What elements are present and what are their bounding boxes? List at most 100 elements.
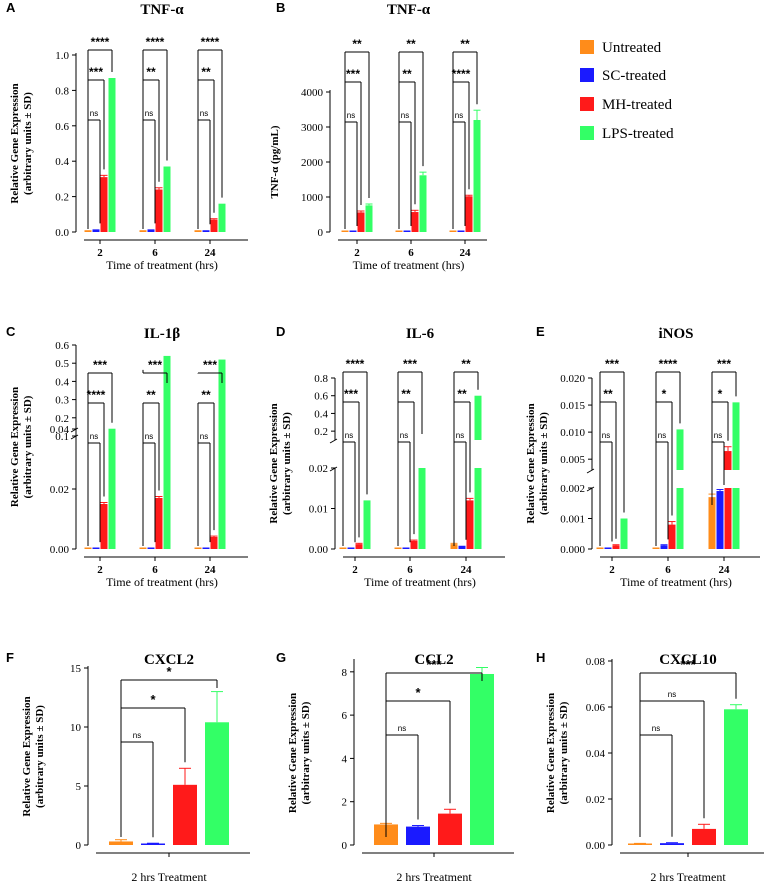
x-tick-label: 24 xyxy=(205,564,217,576)
y-tick-label: 1000 xyxy=(301,192,324,204)
axis-break xyxy=(70,434,79,440)
x-tick-label: 24 xyxy=(461,564,473,576)
bar xyxy=(210,537,218,549)
y-tick-label: 0.015 xyxy=(560,400,585,412)
x-tick-label: 2 xyxy=(609,564,615,576)
sig-label: ns xyxy=(652,724,660,733)
y-tick-label: 4 xyxy=(342,753,348,765)
panel-g: G CCL2 Relative Gene Expression (arbitrary … xyxy=(276,650,514,884)
y-tick-label: 15 xyxy=(70,663,82,675)
sig-label: ns xyxy=(200,432,208,441)
sig-label: *** xyxy=(93,358,107,372)
y-tick-label: 0.6 xyxy=(314,391,328,403)
axis-break xyxy=(329,438,338,444)
y-tick-label: 0.000 xyxy=(560,544,585,556)
bar xyxy=(403,230,411,232)
bar xyxy=(604,547,612,549)
axis-break xyxy=(70,427,79,433)
sig-label: ns xyxy=(714,431,722,440)
y-tick-label: 0.01 xyxy=(309,504,328,516)
sig-label: ns xyxy=(668,690,676,699)
y-tick-label: 10 xyxy=(70,722,82,734)
bar xyxy=(363,500,371,549)
y-axis-label: TNF-α (pg/mL) xyxy=(269,125,281,198)
x-axis-label: 2 hrs Treatment xyxy=(396,870,472,884)
y-tick-label: 6 xyxy=(342,710,348,722)
y-axis-label: (arbitrary units ± SD) xyxy=(538,412,550,515)
y-tick-label: 0.2 xyxy=(314,426,328,438)
y-tick-label: 0.5 xyxy=(55,358,69,370)
bar xyxy=(724,488,732,549)
bar xyxy=(628,843,652,845)
x-tick-label: 2 xyxy=(97,247,103,259)
sig-label: *** xyxy=(403,357,417,371)
sig-label: ** xyxy=(402,67,412,81)
y-tick-label: 1.0 xyxy=(55,50,69,62)
bar xyxy=(210,219,218,232)
bar xyxy=(347,547,355,549)
sig-label: **** xyxy=(91,35,110,49)
sig-label: ns xyxy=(456,431,464,440)
bar xyxy=(341,230,349,232)
bar xyxy=(473,120,481,232)
bar xyxy=(474,395,482,440)
y-tick-label: 0.4 xyxy=(55,156,69,168)
sig-label: ns xyxy=(200,109,208,118)
x-tick-label: 24 xyxy=(460,247,472,259)
chart-title: IL-1β xyxy=(144,326,180,342)
y-tick-label: 0.4 xyxy=(314,408,328,420)
bar xyxy=(155,498,163,549)
bar xyxy=(202,547,210,549)
y-tick-label: 0.08 xyxy=(586,656,606,668)
bar xyxy=(465,196,473,232)
panel-label: C xyxy=(6,324,16,339)
bar xyxy=(394,547,402,549)
bar xyxy=(92,547,100,549)
bar xyxy=(406,826,430,845)
y-axis-label: Relative Gene Expression xyxy=(9,83,21,203)
legend: Untreated SC-treated MH-treated LPS-treated xyxy=(580,40,674,142)
sig-label: *** xyxy=(605,357,619,371)
panel-b: B TNF-α TNF-α (pg/mL) 0 1000 2000 3000 4000 2 6 24… xyxy=(269,0,487,272)
y-tick-label: 0.0 xyxy=(55,227,69,239)
y-tick-label: 2 xyxy=(342,797,348,809)
y-tick-label: 0.6 xyxy=(55,340,69,352)
bar xyxy=(419,175,427,232)
bar xyxy=(692,828,716,845)
panel-label: D xyxy=(276,324,285,339)
sig-label: * xyxy=(415,685,421,700)
sig-label: *** xyxy=(680,657,696,672)
bar xyxy=(194,230,202,232)
panel-d: D IL-6 Relative Gene Expression (arbitrary … xyxy=(268,324,505,589)
x-tick-label: 6 xyxy=(152,564,158,576)
sig-label: **** xyxy=(346,357,365,371)
bar xyxy=(732,488,740,549)
sig-label: * xyxy=(662,387,667,401)
bar xyxy=(660,843,684,845)
sig-label: **** xyxy=(146,35,165,49)
y-axis-label: Relative Gene Expression xyxy=(545,693,557,813)
x-tick-label: 2 xyxy=(354,247,360,259)
legend-label: LPS-treated xyxy=(602,126,674,142)
legend-swatch xyxy=(580,97,594,111)
bar xyxy=(708,497,716,549)
y-tick-label: 0.00 xyxy=(586,840,606,852)
bar xyxy=(457,230,465,232)
y-tick-label: 0.06 xyxy=(586,702,606,714)
y-tick-label: 0.02 xyxy=(586,794,605,806)
x-axis-label: 2 hrs Treatment xyxy=(131,870,207,884)
bar xyxy=(402,547,410,549)
bar xyxy=(676,488,684,549)
bar xyxy=(395,230,403,232)
bar xyxy=(466,500,474,549)
y-tick-label: 0.8 xyxy=(314,373,328,385)
legend-label: MH-treated xyxy=(602,97,672,113)
bar xyxy=(470,673,494,845)
sig-label: *** xyxy=(148,358,162,372)
chart-title: CCL2 xyxy=(414,652,453,668)
bar xyxy=(218,359,226,436)
legend-label: SC-treated xyxy=(602,68,667,84)
x-tick-label: 24 xyxy=(205,247,217,259)
